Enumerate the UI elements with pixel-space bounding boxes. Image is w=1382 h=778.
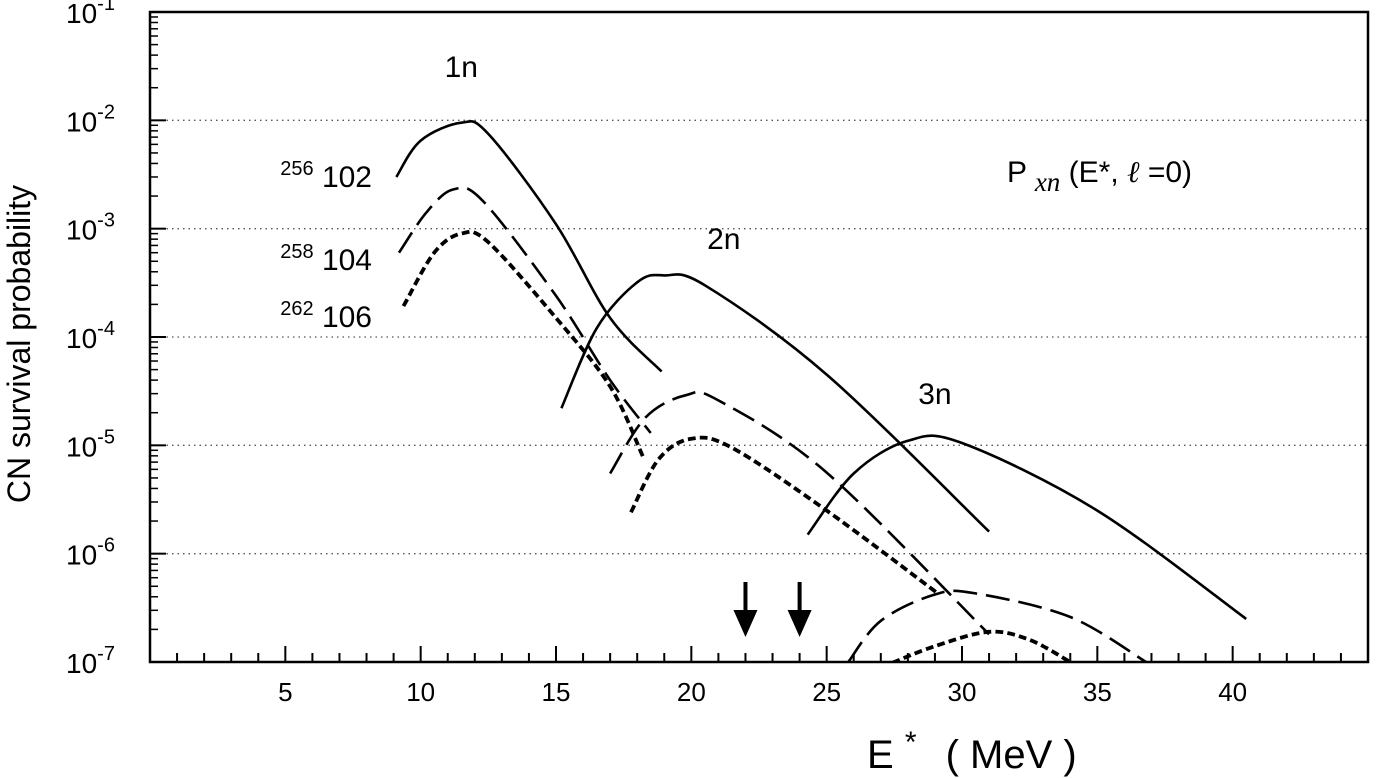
arrow-head-1 (787, 610, 812, 637)
y-tick-label-base-3: 10 (66, 323, 97, 354)
series-line-5 (847, 589, 1147, 662)
y-tick-label-1: 10-2 (66, 101, 115, 137)
y-tick-label-6: 10-7 (66, 643, 115, 679)
y-tick-labels: 10-110-210-310-410-510-610-7 (66, 0, 115, 679)
x-tick-label-35: 35 (1083, 677, 1112, 707)
x-axis-title-sup: * (905, 726, 917, 759)
series-line-1 (560, 273, 991, 533)
nucleus-mass-104: 258 (280, 241, 313, 263)
x-tick-label-5: 5 (278, 677, 292, 707)
channel-label-3n: 3n (918, 378, 951, 411)
y-axis-title: CN survival probability (1, 185, 37, 503)
x-tick-label-25: 25 (812, 677, 841, 707)
arrows (733, 582, 812, 637)
series-line-0 (395, 120, 663, 373)
series-group (395, 120, 1247, 662)
y-tick-label-exp-1: -2 (97, 101, 115, 123)
nucleus-label-104: 258 104 (280, 232, 372, 277)
formula-ell: ℓ (1127, 156, 1140, 189)
y-tick-label-5: 10-6 (66, 535, 115, 571)
x-tick-labels: 5 10 15 20 25 30 35 40 (278, 677, 1247, 707)
x-axis-title-unit: ( MeV ) (946, 733, 1077, 777)
nucleus-mass-106: 262 (280, 298, 313, 320)
y-tick-label-exp-2: -3 (97, 210, 115, 232)
arrow-head-0 (733, 610, 758, 637)
x-axis-title: E * ( MeV ) (867, 717, 1077, 777)
series-lines (395, 120, 1247, 662)
series-line-4 (609, 390, 991, 636)
y-tick-label-exp-0: -1 (97, 0, 115, 15)
y-tick-label-exp-3: -4 (97, 318, 115, 340)
y-tick-label-0: 10-1 (66, 0, 115, 29)
formula-p: P (1007, 156, 1026, 189)
series-line-2 (806, 434, 1247, 620)
x-tick-label-20: 20 (677, 677, 706, 707)
nucleus-z-104: 104 (322, 244, 372, 277)
formula-label: P xn (E*, ℓ =0) (1007, 156, 1192, 198)
nucleus-label-102: 256 102 (280, 149, 372, 194)
nucleus-z-102: 102 (322, 161, 372, 194)
x-tick-label-40: 40 (1218, 677, 1247, 707)
annotations: 1n 2n 3n (445, 51, 952, 411)
y-tick-label-exp-5: -6 (97, 535, 115, 557)
series-line-3 (397, 186, 652, 434)
formula-sub: xn (1034, 167, 1060, 197)
series-line-8 (891, 629, 1073, 662)
nucleus-label-106: 262 106 (280, 289, 372, 334)
y-tick-label-base-4: 10 (66, 431, 97, 462)
formula-end: =0) (1148, 156, 1192, 189)
y-tick-label-3: 10-4 (66, 318, 115, 354)
y-tick-label-base-6: 10 (66, 648, 97, 679)
series-line-6 (401, 229, 646, 459)
nucleus-mass-102: 256 (280, 158, 313, 180)
y-tick-label-base-2: 10 (66, 215, 97, 246)
y-tick-label-exp-4: -5 (97, 426, 115, 448)
series-line-7 (629, 435, 938, 594)
formula-mid: (E*, (1069, 156, 1127, 189)
y-tick-label-4: 10-5 (66, 426, 115, 462)
x-tick-label-10: 10 (406, 677, 435, 707)
nucleus-z-106: 106 (322, 301, 372, 334)
x-axis-title-main: E (867, 733, 894, 777)
y-tick-label-base-1: 10 (66, 106, 97, 137)
channel-label-1n: 1n (445, 51, 478, 84)
y-tick-label-exp-6: -7 (97, 643, 115, 665)
y-tick-label-base-5: 10 (66, 540, 97, 571)
axis-ticks (150, 11, 1342, 663)
x-tick-label-15: 15 (542, 677, 571, 707)
channel-label-2n: 2n (707, 223, 740, 256)
y-tick-label-2: 10-3 (66, 210, 115, 246)
y-tick-label-base-0: 10 (66, 0, 97, 29)
x-tick-label-30: 30 (948, 677, 977, 707)
